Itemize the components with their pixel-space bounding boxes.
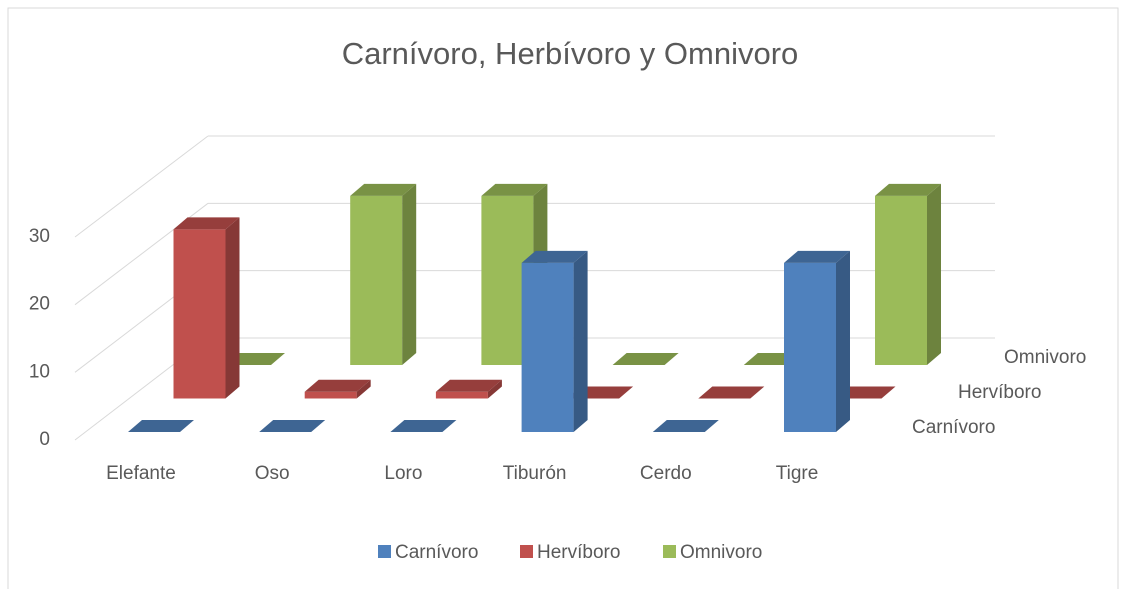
bar <box>390 420 457 432</box>
bar-front <box>350 195 403 365</box>
bar-top <box>435 379 502 392</box>
bar <box>698 386 765 399</box>
bar-front <box>435 391 488 399</box>
legend-label: Omnivoro <box>680 542 762 563</box>
legend-swatch <box>663 545 676 558</box>
bar-front <box>521 262 574 432</box>
x-tick-label: Loro <box>384 463 422 484</box>
y-tick-label: 30 <box>29 226 50 247</box>
chart-border <box>7 7 1119 594</box>
bar <box>784 250 850 432</box>
y-tick-label: 20 <box>29 294 50 315</box>
legend-swatch <box>378 545 391 558</box>
x-tick-label: Cerdo <box>640 463 692 484</box>
bar-side <box>927 183 941 365</box>
bar-side <box>356 379 371 399</box>
bar-top <box>350 183 417 196</box>
bar <box>128 420 194 432</box>
bar-side <box>487 379 502 399</box>
bar-top <box>128 420 194 432</box>
depth-axis-label: Omnivoro <box>1004 347 1086 368</box>
grid-line <box>74 135 209 238</box>
x-tick-label: Elefante <box>106 463 176 484</box>
bar-front <box>173 229 226 399</box>
bar-top <box>875 183 941 196</box>
bar-front <box>481 195 534 365</box>
bar-top <box>698 386 765 399</box>
bar-front <box>304 391 357 399</box>
bar <box>435 379 502 399</box>
bar <box>259 420 326 432</box>
bar-top <box>652 420 719 432</box>
bar-top <box>784 250 850 263</box>
bar <box>304 379 371 399</box>
bar-top <box>304 379 371 392</box>
legend-swatch <box>520 545 533 558</box>
bar <box>350 183 417 365</box>
bar-side <box>225 217 240 399</box>
x-tick-label: Tiburón <box>503 463 567 484</box>
legend-label: Hervíboro <box>537 542 620 563</box>
bar-front <box>875 195 927 365</box>
bar-top <box>521 250 588 263</box>
bar-side <box>573 250 588 432</box>
bar-side <box>836 250 850 432</box>
x-tick-label: Tigre <box>776 463 819 484</box>
bar-top <box>259 420 326 432</box>
bar <box>652 420 719 432</box>
bar-top <box>481 183 548 196</box>
bar <box>173 217 240 399</box>
bar-top <box>390 420 457 432</box>
depth-axis-label: Carnívoro <box>912 417 995 438</box>
y-tick-label: 0 <box>39 429 50 450</box>
bar <box>521 250 588 432</box>
legend-label: Carnívoro <box>395 542 478 563</box>
chart-title: Carnívoro, Herbívoro y Omnivoro <box>342 36 799 71</box>
bar-top <box>173 217 240 230</box>
bar <box>875 183 941 365</box>
bar-top <box>612 353 679 365</box>
y-tick-label: 10 <box>29 361 50 382</box>
bar-front <box>784 262 836 432</box>
depth-axis-label: Hervíboro <box>958 382 1041 403</box>
x-tick-label: Oso <box>255 463 290 484</box>
bar-side <box>402 183 417 365</box>
bar <box>612 353 679 365</box>
